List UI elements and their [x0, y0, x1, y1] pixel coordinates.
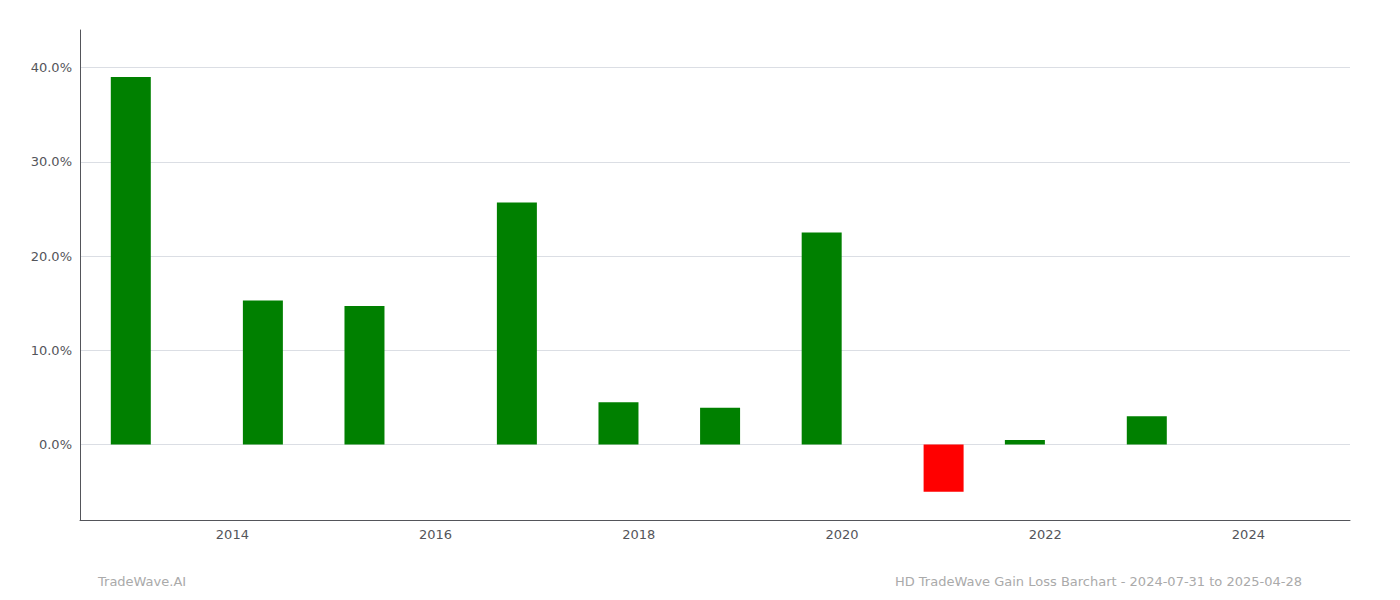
svg-text:0.0%: 0.0%: [39, 437, 72, 452]
svg-text:HD TradeWave Gain Loss Barchar: HD TradeWave Gain Loss Barchart - 2024-0…: [895, 574, 1302, 589]
svg-text:2024: 2024: [1232, 527, 1265, 542]
svg-text:40.0%: 40.0%: [31, 60, 72, 75]
svg-text:2020: 2020: [825, 527, 858, 542]
svg-text:2016: 2016: [419, 527, 452, 542]
svg-text:10.0%: 10.0%: [31, 343, 72, 358]
svg-text:2018: 2018: [622, 527, 655, 542]
svg-text:2022: 2022: [1029, 527, 1062, 542]
svg-text:20.0%: 20.0%: [31, 249, 72, 264]
svg-text:30.0%: 30.0%: [31, 154, 72, 169]
svg-text:TradeWave.AI: TradeWave.AI: [97, 574, 186, 589]
svg-text:2014: 2014: [216, 527, 249, 542]
